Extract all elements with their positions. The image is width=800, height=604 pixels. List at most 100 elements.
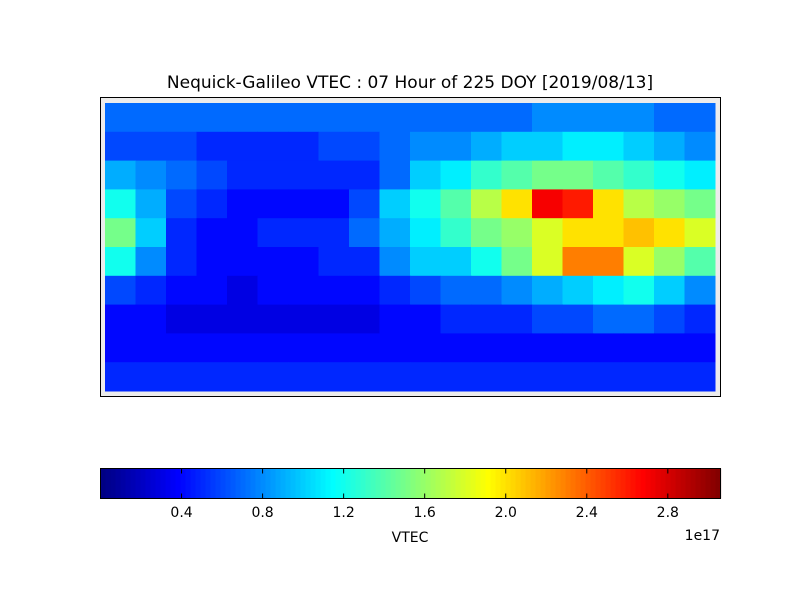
cell	[654, 131, 685, 162]
colorbar-swatch	[195, 468, 202, 499]
colorbar-swatch	[565, 468, 572, 499]
colorbar-swatch	[335, 468, 342, 499]
cell	[135, 189, 167, 219]
cell	[562, 362, 594, 392]
colorbar-swatch	[500, 468, 507, 499]
cell	[593, 247, 624, 277]
colorbar-swatch	[135, 468, 142, 499]
cell	[196, 362, 228, 392]
cell	[532, 160, 563, 190]
cell	[684, 160, 716, 190]
cell	[257, 304, 289, 334]
colorbar-swatch	[505, 468, 512, 499]
cell	[410, 189, 441, 219]
colorbar-swatch	[245, 468, 252, 499]
cell	[166, 103, 197, 133]
colorbar-swatch	[600, 468, 607, 499]
colorbar-swatch	[375, 468, 382, 499]
colorbar-swatch	[530, 468, 537, 499]
colorbar-swatch	[585, 468, 592, 499]
cell	[471, 304, 502, 334]
cell	[562, 189, 594, 219]
cell	[349, 218, 380, 248]
cell	[257, 362, 289, 392]
colorbar-swatch	[175, 468, 182, 499]
cell	[654, 304, 685, 334]
offset-label: 1e17	[685, 528, 720, 544]
cell	[532, 304, 563, 334]
cell	[623, 247, 655, 277]
colorbar-swatch	[350, 468, 357, 499]
cell	[379, 218, 411, 248]
colorbar-tick-label: 2.8	[657, 505, 679, 521]
colorbar-swatch	[355, 468, 362, 499]
cell	[684, 218, 716, 248]
colorbar-tick-label: 2.0	[495, 505, 517, 521]
colorbar-swatch	[580, 468, 587, 499]
colorbar-swatch	[340, 468, 347, 499]
colorbar-swatch	[525, 468, 532, 499]
colorbar-tick-label: 0.4	[170, 505, 192, 521]
cell	[196, 304, 228, 334]
cell	[440, 103, 472, 133]
colorbar-swatch	[305, 468, 312, 499]
cell	[257, 333, 289, 363]
colorbar-swatch	[670, 468, 677, 499]
cell	[196, 247, 228, 277]
colorbar-swatch	[715, 468, 722, 499]
cell	[501, 275, 533, 306]
colorbar-swatch	[280, 468, 287, 499]
cell	[410, 103, 441, 133]
cell	[379, 304, 411, 334]
cell	[318, 247, 350, 277]
colorbar-swatch	[220, 468, 227, 499]
colorbar-swatch	[460, 468, 467, 499]
cell	[410, 247, 441, 277]
colorbar-swatch	[700, 468, 707, 499]
cell	[288, 218, 319, 248]
cell	[501, 103, 533, 133]
cell	[501, 304, 533, 334]
colorbar-swatch	[485, 468, 492, 499]
cell	[562, 247, 594, 277]
cell	[318, 131, 350, 162]
cell	[593, 218, 624, 248]
cell	[654, 218, 685, 248]
cell	[684, 304, 716, 334]
cell	[501, 131, 533, 162]
cell	[196, 218, 228, 248]
colorbar-swatch	[440, 468, 447, 499]
colorbar-swatch	[290, 468, 297, 499]
colorbar-swatch	[105, 468, 112, 499]
cell	[105, 247, 136, 277]
cell	[349, 333, 380, 363]
cell	[623, 131, 655, 162]
cell	[135, 275, 167, 306]
cell	[684, 103, 716, 133]
colorbar-swatch	[315, 468, 322, 499]
cell	[105, 218, 136, 248]
colorbar-swatch	[680, 468, 687, 499]
colorbar-swatch	[320, 468, 327, 499]
colorbar-swatch	[630, 468, 637, 499]
cell	[410, 131, 441, 162]
cell	[562, 160, 594, 190]
colorbar-swatch	[515, 468, 522, 499]
colorbar-swatch	[160, 468, 167, 499]
colorbar-swatch	[130, 468, 137, 499]
colorbar-swatch	[430, 468, 437, 499]
colorbar-swatch	[330, 468, 337, 499]
colorbar-swatch	[345, 468, 352, 499]
cell	[288, 275, 319, 306]
colorbar-swatch	[615, 468, 622, 499]
cell	[440, 247, 472, 277]
cell	[471, 131, 502, 162]
colorbar-swatch	[540, 468, 547, 499]
cell	[532, 131, 563, 162]
cell	[623, 103, 655, 133]
colorbar-swatch	[115, 468, 122, 499]
colorbar-swatch	[660, 468, 667, 499]
colorbar-swatch	[325, 468, 332, 499]
colorbar-swatch	[385, 468, 392, 499]
